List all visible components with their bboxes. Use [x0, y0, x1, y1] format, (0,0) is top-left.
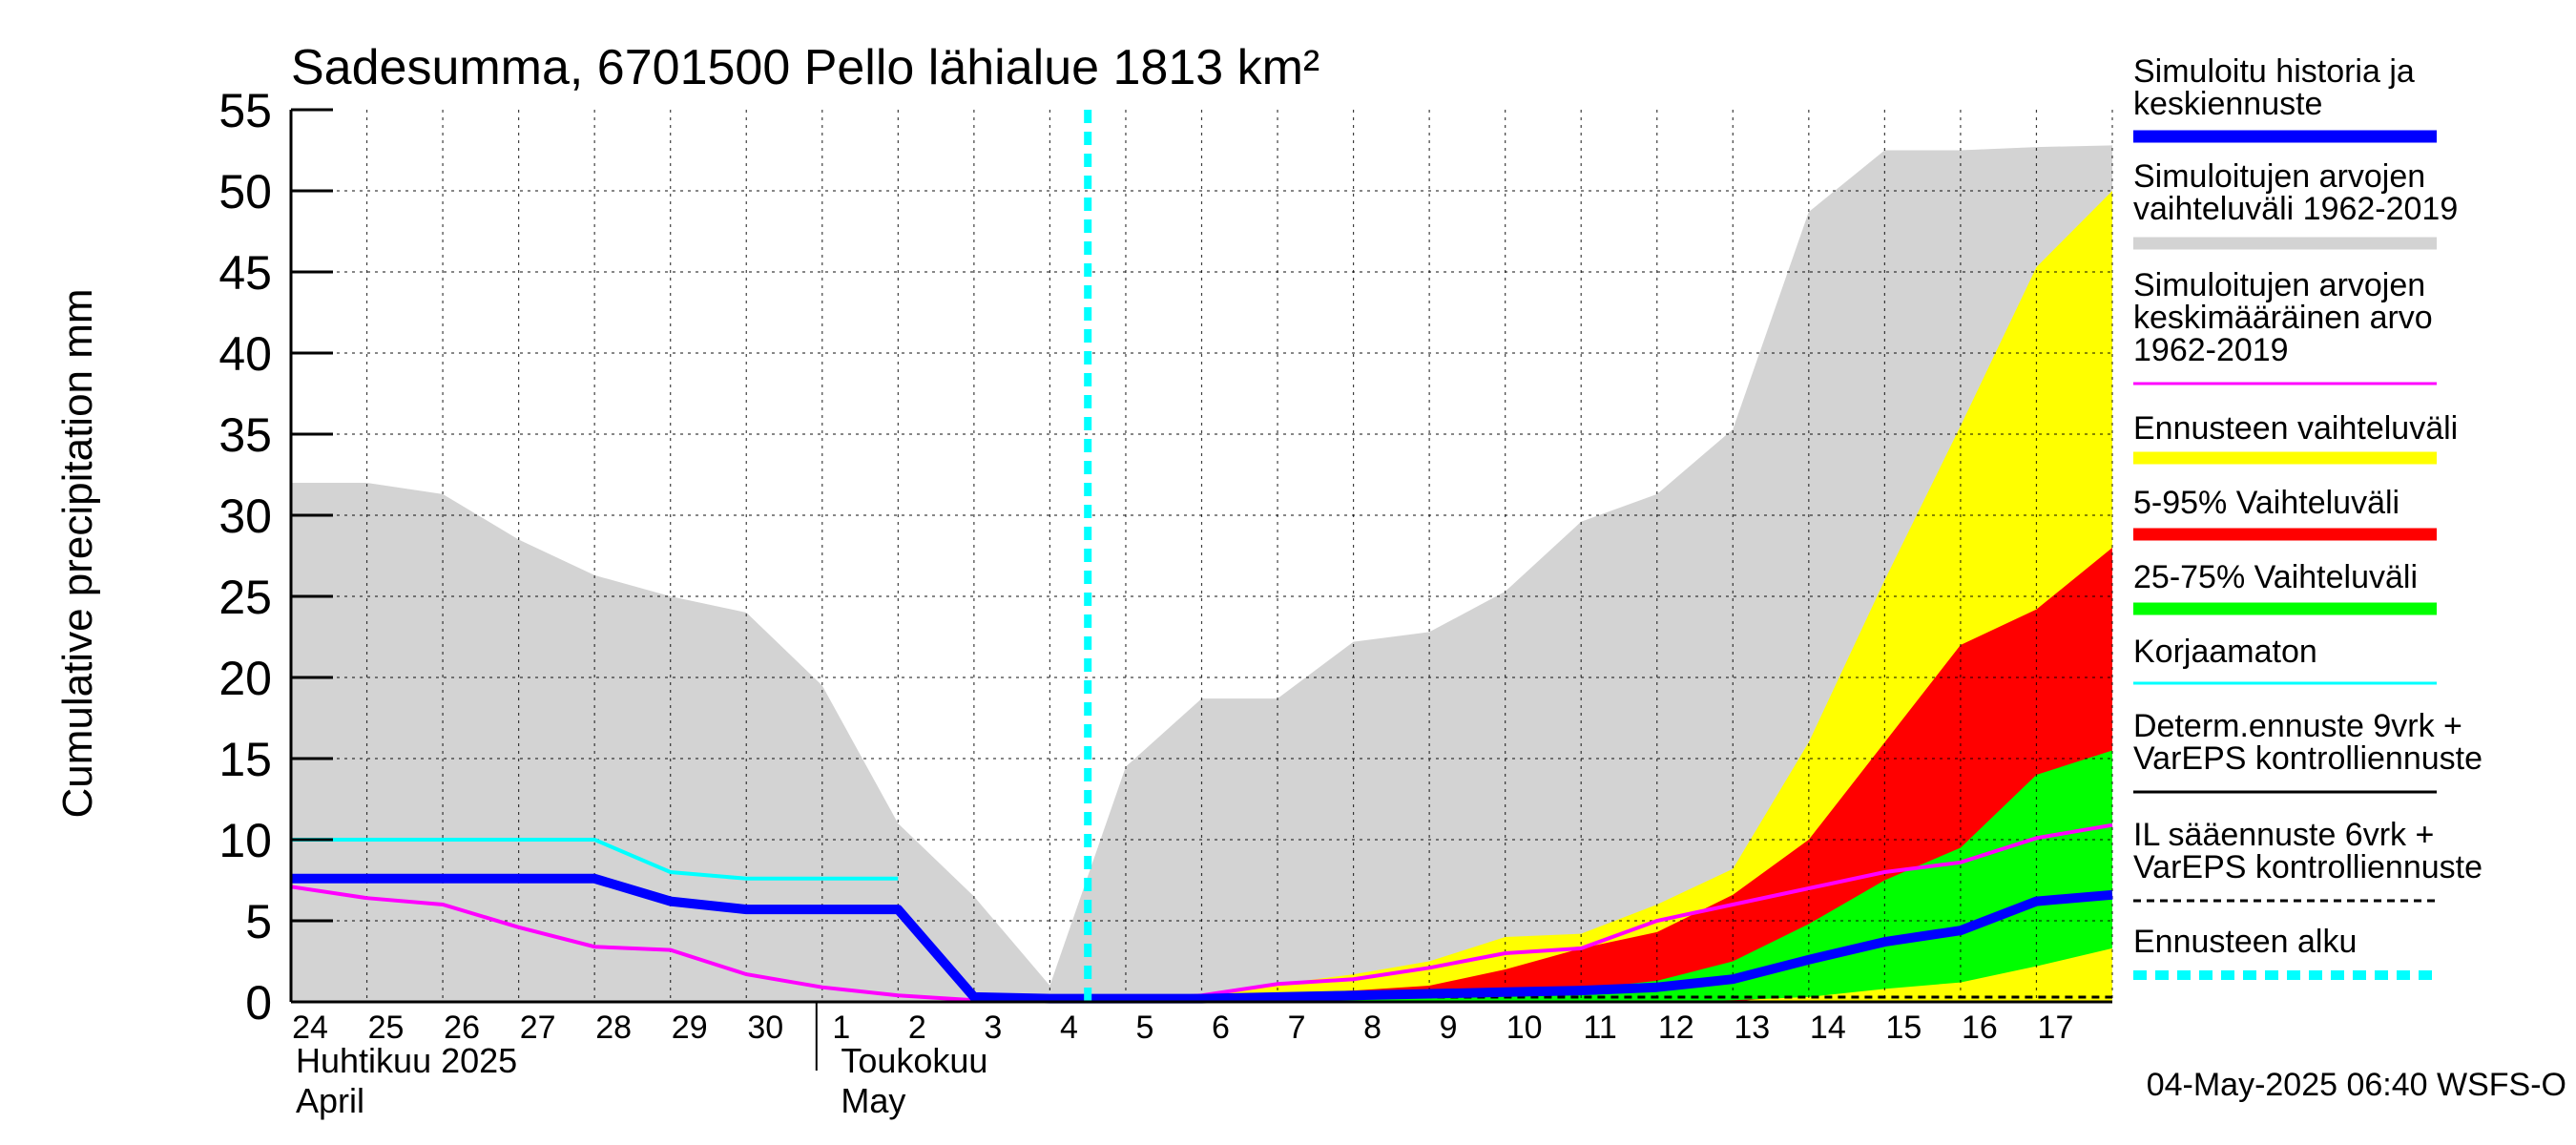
legend-label: 25-75% Vaihteluväli — [2133, 559, 2418, 595]
y-tick-label: 35 — [218, 408, 272, 462]
legend-label: vaihteluväli 1962-2019 — [2133, 191, 2458, 227]
band-25-75-area — [1049, 750, 2112, 1002]
legend-label: Determ.ennuste 9vrk + — [2133, 708, 2462, 744]
y-axis-label: Cumulative precipitation mm — [54, 288, 101, 818]
x-tick-label: 2 — [908, 1010, 926, 1046]
x-tick-label: 10 — [1506, 1010, 1543, 1046]
legend-label: Ennusteen alku — [2133, 924, 2357, 960]
y-tick-label: 50 — [218, 165, 272, 219]
x-tick-label: 29 — [672, 1010, 708, 1046]
month-label-en: May — [841, 1081, 905, 1120]
x-tick-label: 3 — [984, 1010, 1002, 1046]
legend-label: Simuloitujen arvojen — [2133, 267, 2425, 303]
x-tick-label: 8 — [1363, 1010, 1381, 1046]
x-tick-label: 17 — [2038, 1010, 2074, 1046]
month-label-fi: Huhtikuu 2025 — [296, 1041, 517, 1080]
x-tick-label: 25 — [368, 1010, 405, 1046]
y-tick-label: 30 — [218, 489, 272, 543]
legend-label: 1962-2019 — [2133, 332, 2289, 368]
x-tick-label: 12 — [1658, 1010, 1694, 1046]
y-tick-label: 45 — [218, 246, 272, 300]
y-tick-label: 40 — [218, 327, 272, 381]
y-tick-label: 55 — [218, 84, 272, 137]
legend-label: Korjaamaton — [2133, 634, 2317, 670]
y-tick-label: 0 — [245, 976, 272, 1030]
legend-label: VarEPS kontrolliennuste — [2133, 740, 2483, 777]
x-tick-label: 27 — [520, 1010, 556, 1046]
month-label-en: April — [296, 1081, 364, 1120]
y-tick-label: 5 — [245, 895, 272, 948]
x-tick-label: 28 — [595, 1010, 632, 1046]
x-tick-label: 13 — [1734, 1010, 1770, 1046]
x-tick-label: 11 — [1584, 1010, 1617, 1046]
legend-label: VarEPS kontrolliennuste — [2133, 849, 2483, 885]
chart-title: Sadesumma, 6701500 Pello lähialue 1813 k… — [291, 40, 1319, 95]
x-tick-label: 4 — [1060, 1010, 1078, 1046]
x-tick-label: 6 — [1212, 1010, 1230, 1046]
legend-label: IL sääennuste 6vrk + — [2133, 817, 2434, 853]
y-tick-label: 15 — [218, 733, 272, 786]
x-tick-label: 26 — [444, 1010, 480, 1046]
x-tick-label: 7 — [1288, 1010, 1306, 1046]
y-tick-label: 20 — [218, 652, 272, 705]
x-tick-label: 30 — [747, 1010, 783, 1046]
history-range-area — [291, 483, 1050, 1002]
x-tick-label: 14 — [1810, 1010, 1846, 1046]
x-tick-label: 5 — [1135, 1010, 1153, 1046]
legend-label: keskimääräinen arvo — [2133, 300, 2433, 336]
grid-layer — [291, 110, 2113, 1002]
legend-label: Simuloitujen arvojen — [2133, 158, 2425, 195]
bands-layer — [291, 145, 2112, 1002]
timestamp: 04-May-2025 06:40 WSFS-O — [2147, 1067, 2566, 1103]
uncorrected-line — [291, 838, 899, 881]
x-tick-label: 24 — [292, 1010, 328, 1046]
legend-label: 5-95% Vaihteluväli — [2133, 485, 2399, 521]
legend-label: keskiennuste — [2133, 86, 2322, 122]
band-5-95-area — [1049, 548, 2112, 1002]
main-simulation-line — [291, 873, 2113, 1004]
x-tick-label: 15 — [1885, 1010, 1922, 1046]
y-tick-label: 10 — [218, 814, 272, 867]
x-tick-label: 9 — [1440, 1010, 1458, 1046]
legend-label: Simuloitu historia ja — [2133, 53, 2415, 90]
series-layer — [290, 110, 2113, 1004]
y-tick-label: 25 — [218, 571, 272, 624]
x-tick-label: 1 — [832, 1010, 850, 1046]
month-label-fi: Toukokuu — [841, 1041, 987, 1080]
x-tick-label: 16 — [1962, 1010, 1998, 1046]
legend-label: Ennusteen vaihteluväli — [2133, 410, 2458, 447]
